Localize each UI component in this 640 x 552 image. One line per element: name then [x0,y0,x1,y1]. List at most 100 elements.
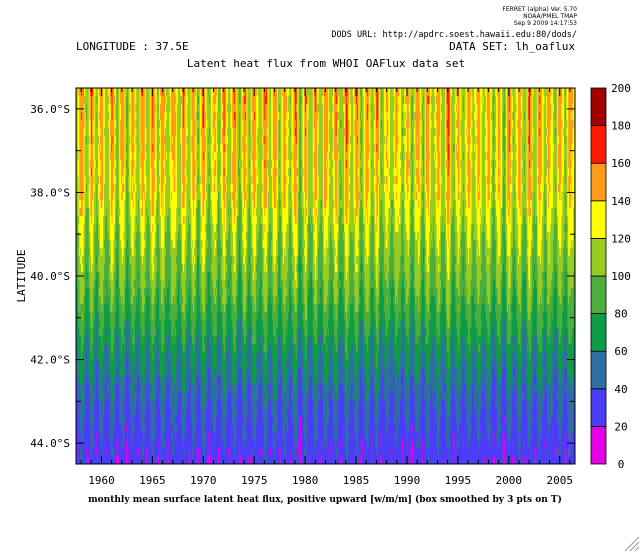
heatmap-cell [202,184,206,193]
heatmap-cell [493,240,495,249]
heatmap-cell [116,160,118,169]
heatmap-cell [446,88,450,97]
heatmap-cell [110,104,113,113]
heatmap-cell [205,120,208,129]
heatmap-cell [400,192,406,201]
heatmap-cell [339,224,345,233]
heatmap-cell [290,168,292,177]
heatmap-cell [213,104,215,113]
heatmap-cell [115,208,117,217]
heatmap-cell [195,120,197,129]
heatmap-cell [485,200,488,209]
heatmap-cell [205,144,208,153]
heatmap-cell [226,96,229,105]
heatmap-cell [287,104,289,113]
heatmap-cell [467,240,472,249]
heatmap-cell [83,152,85,161]
heatmap-cell [252,144,257,153]
heatmap-cell [211,168,214,177]
heatmap-cell [236,224,238,233]
heatmap-cell [435,200,438,209]
heatmap-cell [451,176,455,185]
heatmap-cell [341,120,345,129]
heatmap-cell [281,224,283,233]
heatmap-cell [302,160,305,169]
heatmap-cell [222,192,226,201]
heatmap-cell [112,216,116,225]
heatmap-cell [128,216,132,225]
heatmap-cell [440,104,442,113]
heatmap-cell [502,112,504,121]
heatmap-cell [475,184,478,193]
heatmap-cell [120,120,125,129]
heatmap-cell [282,88,287,97]
heatmap-cell [374,112,376,121]
heatmap-cell [211,176,215,185]
heatmap-cell [300,112,303,121]
heatmap-cell [528,112,531,121]
heatmap-cell [140,152,146,161]
heatmap-cell [192,184,196,193]
heatmap-cell [445,176,448,185]
heatmap-cell [440,88,442,97]
heatmap-cell [467,112,472,121]
heatmap-cell [507,160,512,169]
heatmap-cell [215,104,219,113]
heatmap-cell [546,224,551,233]
heatmap-cell [273,160,277,169]
heatmap-cell [125,144,127,153]
heatmap-cell [390,120,395,129]
heatmap-cell [378,192,380,201]
heatmap-cell [315,96,317,105]
heatmap-cell [83,160,85,169]
heatmap-cell [546,136,548,145]
heatmap-cell [226,208,229,217]
heatmap-cell [135,176,141,185]
heatmap-cell [440,232,442,241]
heatmap-cell [335,88,337,97]
heatmap-cell [297,232,299,241]
heatmap-cell [185,88,188,97]
heatmap-cell [97,184,99,193]
heatmap-cell [288,104,292,113]
heatmap-cell [552,176,556,185]
heatmap-cell [493,128,495,137]
heatmap-cell [552,88,556,97]
heatmap-cell [506,240,508,249]
heatmap-cell [150,88,153,97]
heatmap-cell [526,144,528,153]
heatmap-cell [453,200,455,209]
heatmap-cell [136,232,141,241]
heatmap-cell [235,232,238,241]
heatmap-cell [133,168,136,177]
heatmap-cell [523,216,527,225]
heatmap-cell [139,248,142,257]
heatmap-cell [500,240,503,249]
heatmap-cell [451,200,455,209]
heatmap-cell [156,240,160,249]
heatmap-cell [479,128,483,137]
heatmap-cell [374,216,377,225]
heatmap-cell [139,88,141,97]
heatmap-cell [239,112,242,121]
heatmap-cell [436,232,441,241]
heatmap-cell [451,184,455,193]
heatmap-cell [334,184,338,193]
heatmap-cell [569,200,572,209]
heatmap-cell [296,96,298,105]
heatmap-cell [485,88,488,97]
heatmap-cell [268,104,272,113]
heatmap-cell [512,176,516,185]
heatmap-cell [99,192,104,201]
heatmap-cell [294,96,298,105]
heatmap-cell [187,120,191,129]
heatmap-cell [187,176,191,185]
heatmap-cell [363,160,366,169]
heatmap-cell [513,240,516,249]
heatmap-cell [345,120,347,129]
heatmap-cell [91,96,93,105]
heatmap-cell [384,232,387,241]
heatmap-cell [527,112,529,121]
heatmap-cell [563,184,568,193]
heatmap-cell [79,248,81,257]
